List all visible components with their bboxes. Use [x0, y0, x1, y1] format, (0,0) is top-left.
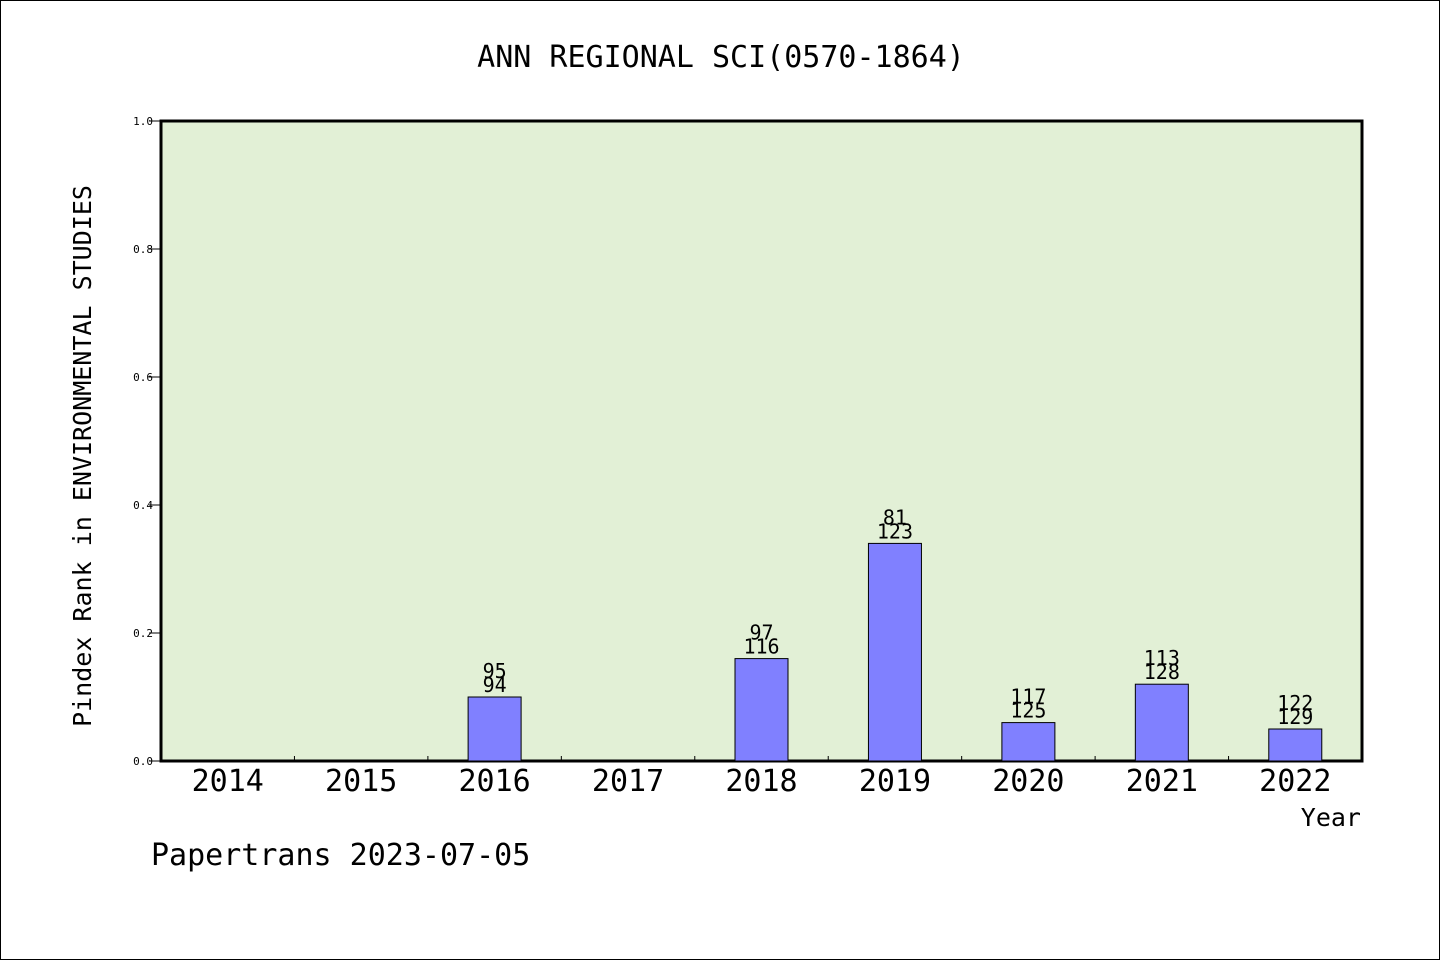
bar-label-top: 113: [1144, 646, 1180, 670]
y-tick-label: 1.0: [133, 115, 153, 128]
bar-label-bottom: 129: [1277, 705, 1313, 729]
x-axis-label: Year: [1301, 803, 1361, 832]
bar-label-bottom: 123: [877, 519, 913, 543]
bar-label-bottom: 94: [483, 673, 507, 697]
chart-title: ANN REGIONAL SCI(0570-1864): [477, 40, 965, 75]
bar-2016: [467, 696, 522, 762]
bar-label-top: 81: [883, 505, 907, 529]
x-tick-label: 2014: [192, 764, 264, 799]
x-tick-label: 2016: [458, 764, 530, 799]
y-axis-label: Pindex Rank in ENVIRONMENTAL STUDIES: [68, 185, 97, 727]
bar-2022: [1268, 728, 1323, 762]
y-tick-label: 0.2: [133, 627, 153, 640]
bar-label-top: 117: [1010, 685, 1046, 709]
x-axis: 2014 2015 2016 2017 2018 2019 2020 2021 2022: [192, 756, 1331, 799]
x-tick-label: 2020: [992, 764, 1064, 799]
y-tick-label: 0.0: [133, 755, 153, 768]
plot-area: [159, 119, 1364, 763]
x-tick-label: 2018: [725, 764, 797, 799]
y-tick-label: 0.4: [133, 499, 153, 512]
x-tick-label: 2019: [859, 764, 931, 799]
bar-2018: [734, 658, 789, 762]
bar-label-bottom: 128: [1144, 660, 1180, 684]
x-tick-label: 2015: [325, 764, 397, 799]
x-tick-label: 2022: [1259, 764, 1331, 799]
bar-2020: [1001, 722, 1056, 762]
bar-label-bottom: 125: [1010, 699, 1046, 723]
bar-label-top: 97: [749, 621, 773, 645]
bar-label-top: 95: [483, 659, 507, 683]
y-axis: 0.0 0.2 0.4 0.6 0.8 1.0: [133, 115, 161, 768]
bar-2021: [1134, 683, 1189, 762]
bars: [467, 542, 1323, 762]
x-tick-label: 2021: [1126, 764, 1198, 799]
footer-text: Papertrans 2023-07-05: [151, 838, 530, 873]
bar-label-top: 122: [1277, 691, 1313, 715]
y-tick-label: 0.8: [133, 243, 153, 256]
x-tick-label: 2017: [592, 764, 664, 799]
y-tick-label: 0.6: [133, 371, 153, 384]
bar-2019: [867, 542, 922, 762]
bar-label-bottom: 116: [743, 635, 779, 659]
